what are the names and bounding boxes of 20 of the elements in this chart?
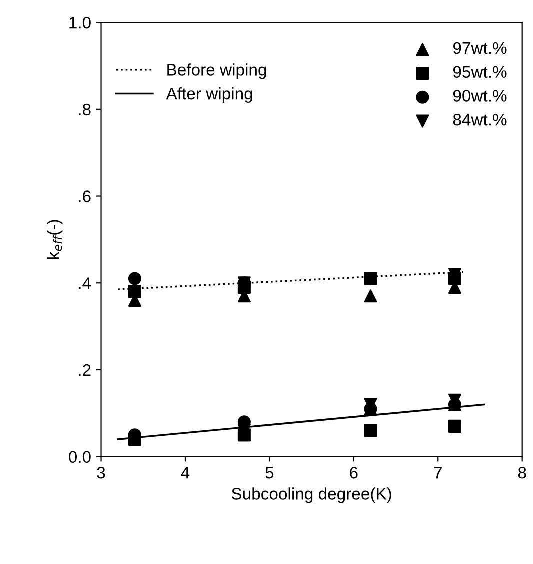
x-tick-label: 5: [266, 467, 274, 479]
y-axis-title: k$_{eff}$(-): [47, 220, 63, 260]
x-tick-label: 3: [97, 467, 106, 479]
legend-label: 95wt.%: [453, 66, 507, 78]
x-tick-label: 6: [350, 467, 358, 479]
y-tick-label: 0.0: [69, 451, 91, 464]
y-tick-label: .8: [79, 104, 91, 116]
x-axis-title: Subcooling degree(K): [232, 488, 392, 504]
legend-label: 97wt.%: [453, 42, 507, 54]
y-tick-label: .4: [79, 278, 92, 290]
x-tick-label: 7: [434, 467, 442, 479]
y-tick-label: .6: [79, 190, 91, 202]
x-tick-label: 8: [518, 467, 526, 479]
y-tick-label: 1.0: [70, 16, 91, 29]
legend-label: After wiping: [166, 87, 252, 104]
x-tick-label: 4: [181, 467, 190, 479]
legend-label: 84wt.%: [453, 114, 507, 126]
legend-label: Before wiping: [168, 64, 266, 80]
y-tick-label: .2: [79, 364, 91, 376]
legend-label: 90wt.%: [453, 90, 507, 102]
